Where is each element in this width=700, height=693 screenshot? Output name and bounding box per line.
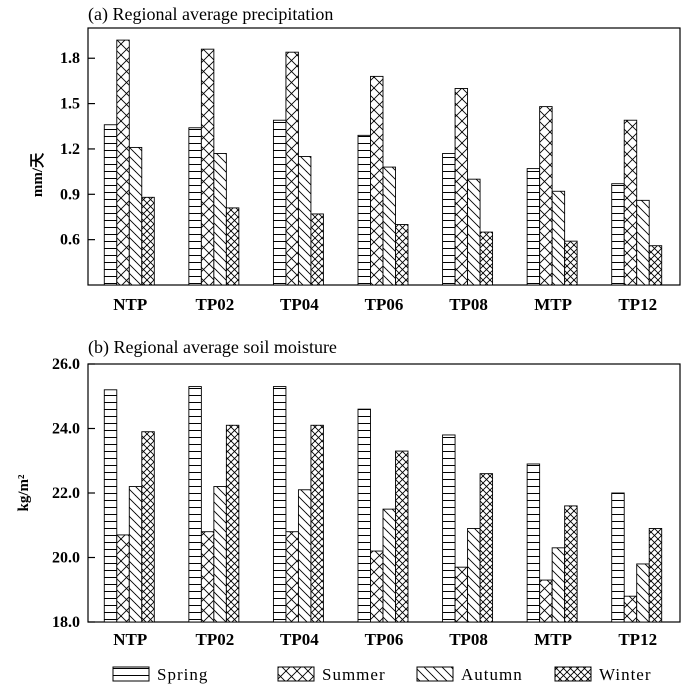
bar-autumn-tp02 [213,153,227,286]
bar-autumn-tp12 [636,563,650,623]
bar-summer-mtp [539,106,553,286]
bar-autumn-mtp [551,190,566,286]
legend-label-spring: Spring [157,665,208,684]
legend-swatch-autumn [416,666,454,682]
legend-label-autumn: Autumn [461,665,523,684]
soil-moisture-title: (b) Regional average soil moisture [88,337,337,358]
bar-autumn-tp06 [382,508,396,623]
y-tick-label: 20.0 [52,550,80,567]
y-tick-label: 0.9 [60,186,80,203]
y-tick-label: 18.0 [52,614,80,631]
precipitation-title: (a) Regional average precipitation [88,4,333,25]
category-label: NTP [113,630,147,649]
bar-spring-tp06 [357,134,371,286]
category-label: TP08 [449,295,488,314]
bar-autumn-ntp [128,486,143,623]
bar-summer-tp04 [285,531,299,623]
bar-summer-tp12 [623,595,638,623]
bar-winter-tp04 [310,213,324,286]
bar-summer-tp06 [370,550,384,623]
bar-autumn-tp08 [467,528,481,623]
legend-label-summer: Summer [322,665,386,684]
bar-summer-tp02 [200,531,215,623]
bar-spring-tp04 [272,386,287,623]
category-label: TP02 [195,630,234,649]
bar-spring-tp02 [188,386,202,623]
legend-swatch-winter [554,666,592,682]
category-label: NTP [113,295,147,314]
bar-spring-mtp [526,463,541,623]
bar-autumn-tp04 [297,489,312,623]
bar-autumn-tp12 [636,199,650,286]
bar-spring-ntp [103,389,118,623]
bar-autumn-tp06 [382,166,396,286]
bar-spring-tp08 [442,434,456,623]
bar-summer-mtp [539,579,553,623]
bar-summer-tp08 [454,88,469,286]
y-tick-label: 22.0 [52,485,80,502]
bar-summer-ntp [116,534,130,623]
bar-spring-tp06 [357,408,371,623]
category-label: TP08 [449,630,488,649]
bar-winter-tp12 [648,528,663,623]
bar-winter-tp02 [225,424,240,623]
category-label: MTP [534,295,572,314]
category-label: TP06 [365,295,404,314]
bar-spring-ntp [103,124,118,286]
bar-winter-tp06 [395,450,409,623]
bar-spring-tp08 [442,153,456,286]
bar-summer-tp02 [200,48,215,286]
bar-winter-tp04 [310,424,324,623]
bar-autumn-mtp [551,547,566,623]
bar-winter-mtp [564,240,578,286]
y-tick-label: 1.2 [60,141,80,158]
y-tick-label: 26.0 [52,356,80,373]
bar-spring-mtp [526,168,541,286]
legend-swatch-summer [277,666,315,682]
legend-label-winter: Winter [599,665,652,684]
category-label: MTP [534,630,572,649]
legend-swatch-spring [112,666,150,682]
bar-winter-tp08 [479,473,494,623]
y-tick-label: 1.5 [60,96,80,113]
category-label: TP02 [195,295,234,314]
bar-winter-tp06 [395,224,409,286]
bar-summer-ntp [116,39,130,286]
bar-spring-tp12 [611,492,625,623]
bar-winter-mtp [564,505,578,623]
bar-winter-ntp [141,196,155,286]
bar-winter-ntp [141,431,155,623]
category-label: TP04 [280,630,319,649]
bar-spring-tp12 [611,183,625,286]
category-label: TP12 [618,295,657,314]
bar-autumn-tp08 [467,178,481,286]
bar-winter-tp12 [648,245,663,286]
bar-autumn-ntp [128,146,143,286]
y-tick-label: 1.8 [60,50,80,67]
precipitation-panel: (a) Regional average precipitation 0.6 0.… [29,4,681,314]
bar-autumn-tp02 [213,486,227,623]
bar-autumn-tp04 [297,156,312,286]
bar-summer-tp06 [370,75,384,286]
bar-winter-tp02 [225,207,240,286]
y-tick-label: 24.0 [52,421,80,438]
bar-summer-tp12 [623,119,638,286]
soil-moisture-panel: (b) Regional average soil moisture 18.0 2… [16,337,681,649]
bar-winter-tp08 [479,231,494,286]
bar-summer-tp04 [285,51,299,286]
bar-spring-tp04 [272,119,287,286]
soil-moisture-y-axis-label: kg/m² [16,474,32,512]
legend: Spring Summer Autumn Winter [112,665,652,684]
category-label: TP04 [280,295,319,314]
category-label: TP12 [618,630,657,649]
precipitation-y-axis-label: mm/天 [29,152,46,197]
category-label: TP06 [365,630,404,649]
y-tick-label: 0.6 [60,232,80,249]
bar-summer-tp08 [454,566,469,623]
bar-spring-tp02 [188,127,202,286]
